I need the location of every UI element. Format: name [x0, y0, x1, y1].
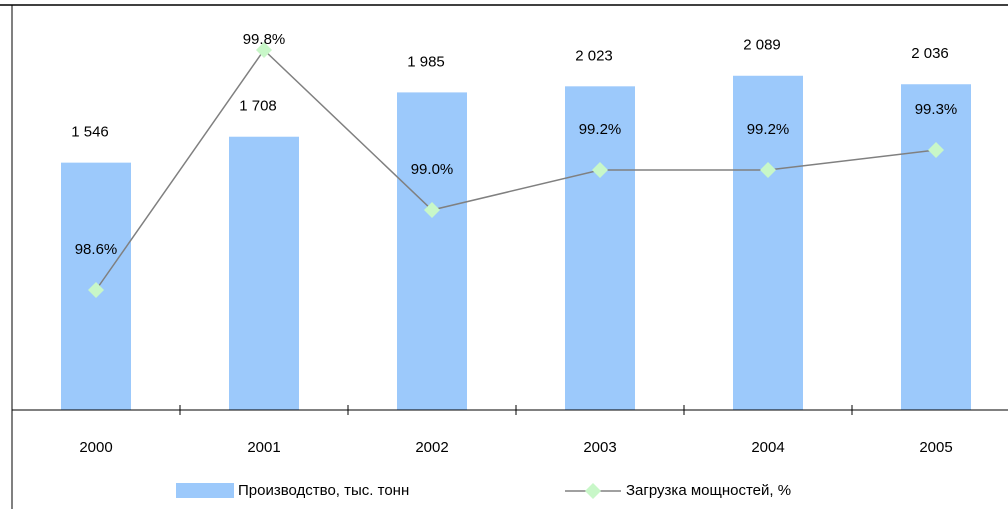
bar [901, 84, 971, 411]
line-marker [760, 162, 776, 178]
x-tick-label: 2001 [247, 439, 280, 456]
bar [565, 86, 635, 410]
bar [733, 75, 803, 410]
x-tick-label: 2002 [415, 439, 448, 456]
x-tick-label: 2004 [751, 439, 784, 456]
line-marker [592, 162, 608, 178]
line-marker [88, 282, 104, 298]
line-value-label: 99.2% [747, 121, 790, 138]
legend-label: Загрузка мощностей, % [626, 482, 791, 499]
line [95, 48, 937, 291]
bar-value-label: 2 036 [911, 45, 949, 62]
bar [229, 136, 299, 410]
bar-value-label: 1 708 [239, 98, 277, 115]
line-value-label: 99.8% [243, 31, 286, 48]
bar [397, 92, 467, 411]
bar-value-label: 2 023 [575, 47, 613, 64]
legend-label: Производство, тыс. тонн [238, 482, 409, 499]
line-marker [424, 202, 440, 218]
x-tick-label: 2000 [79, 439, 112, 456]
bar-value-label: 1 546 [71, 124, 109, 141]
line-value-label: 98.6% [75, 241, 118, 258]
line-marker [928, 142, 944, 158]
line-value-label: 99.2% [579, 121, 622, 138]
line-value-label: 99.0% [411, 161, 454, 178]
x-tick-label: 2003 [583, 439, 616, 456]
legend-swatch [176, 483, 234, 498]
line-value-label: 99.3% [915, 101, 958, 118]
bar-value-label: 2 089 [743, 37, 781, 54]
legend-marker [585, 483, 601, 499]
line-marker [256, 42, 272, 58]
x-tick-label: 2005 [919, 439, 952, 456]
bar-value-label: 1 985 [407, 53, 445, 70]
